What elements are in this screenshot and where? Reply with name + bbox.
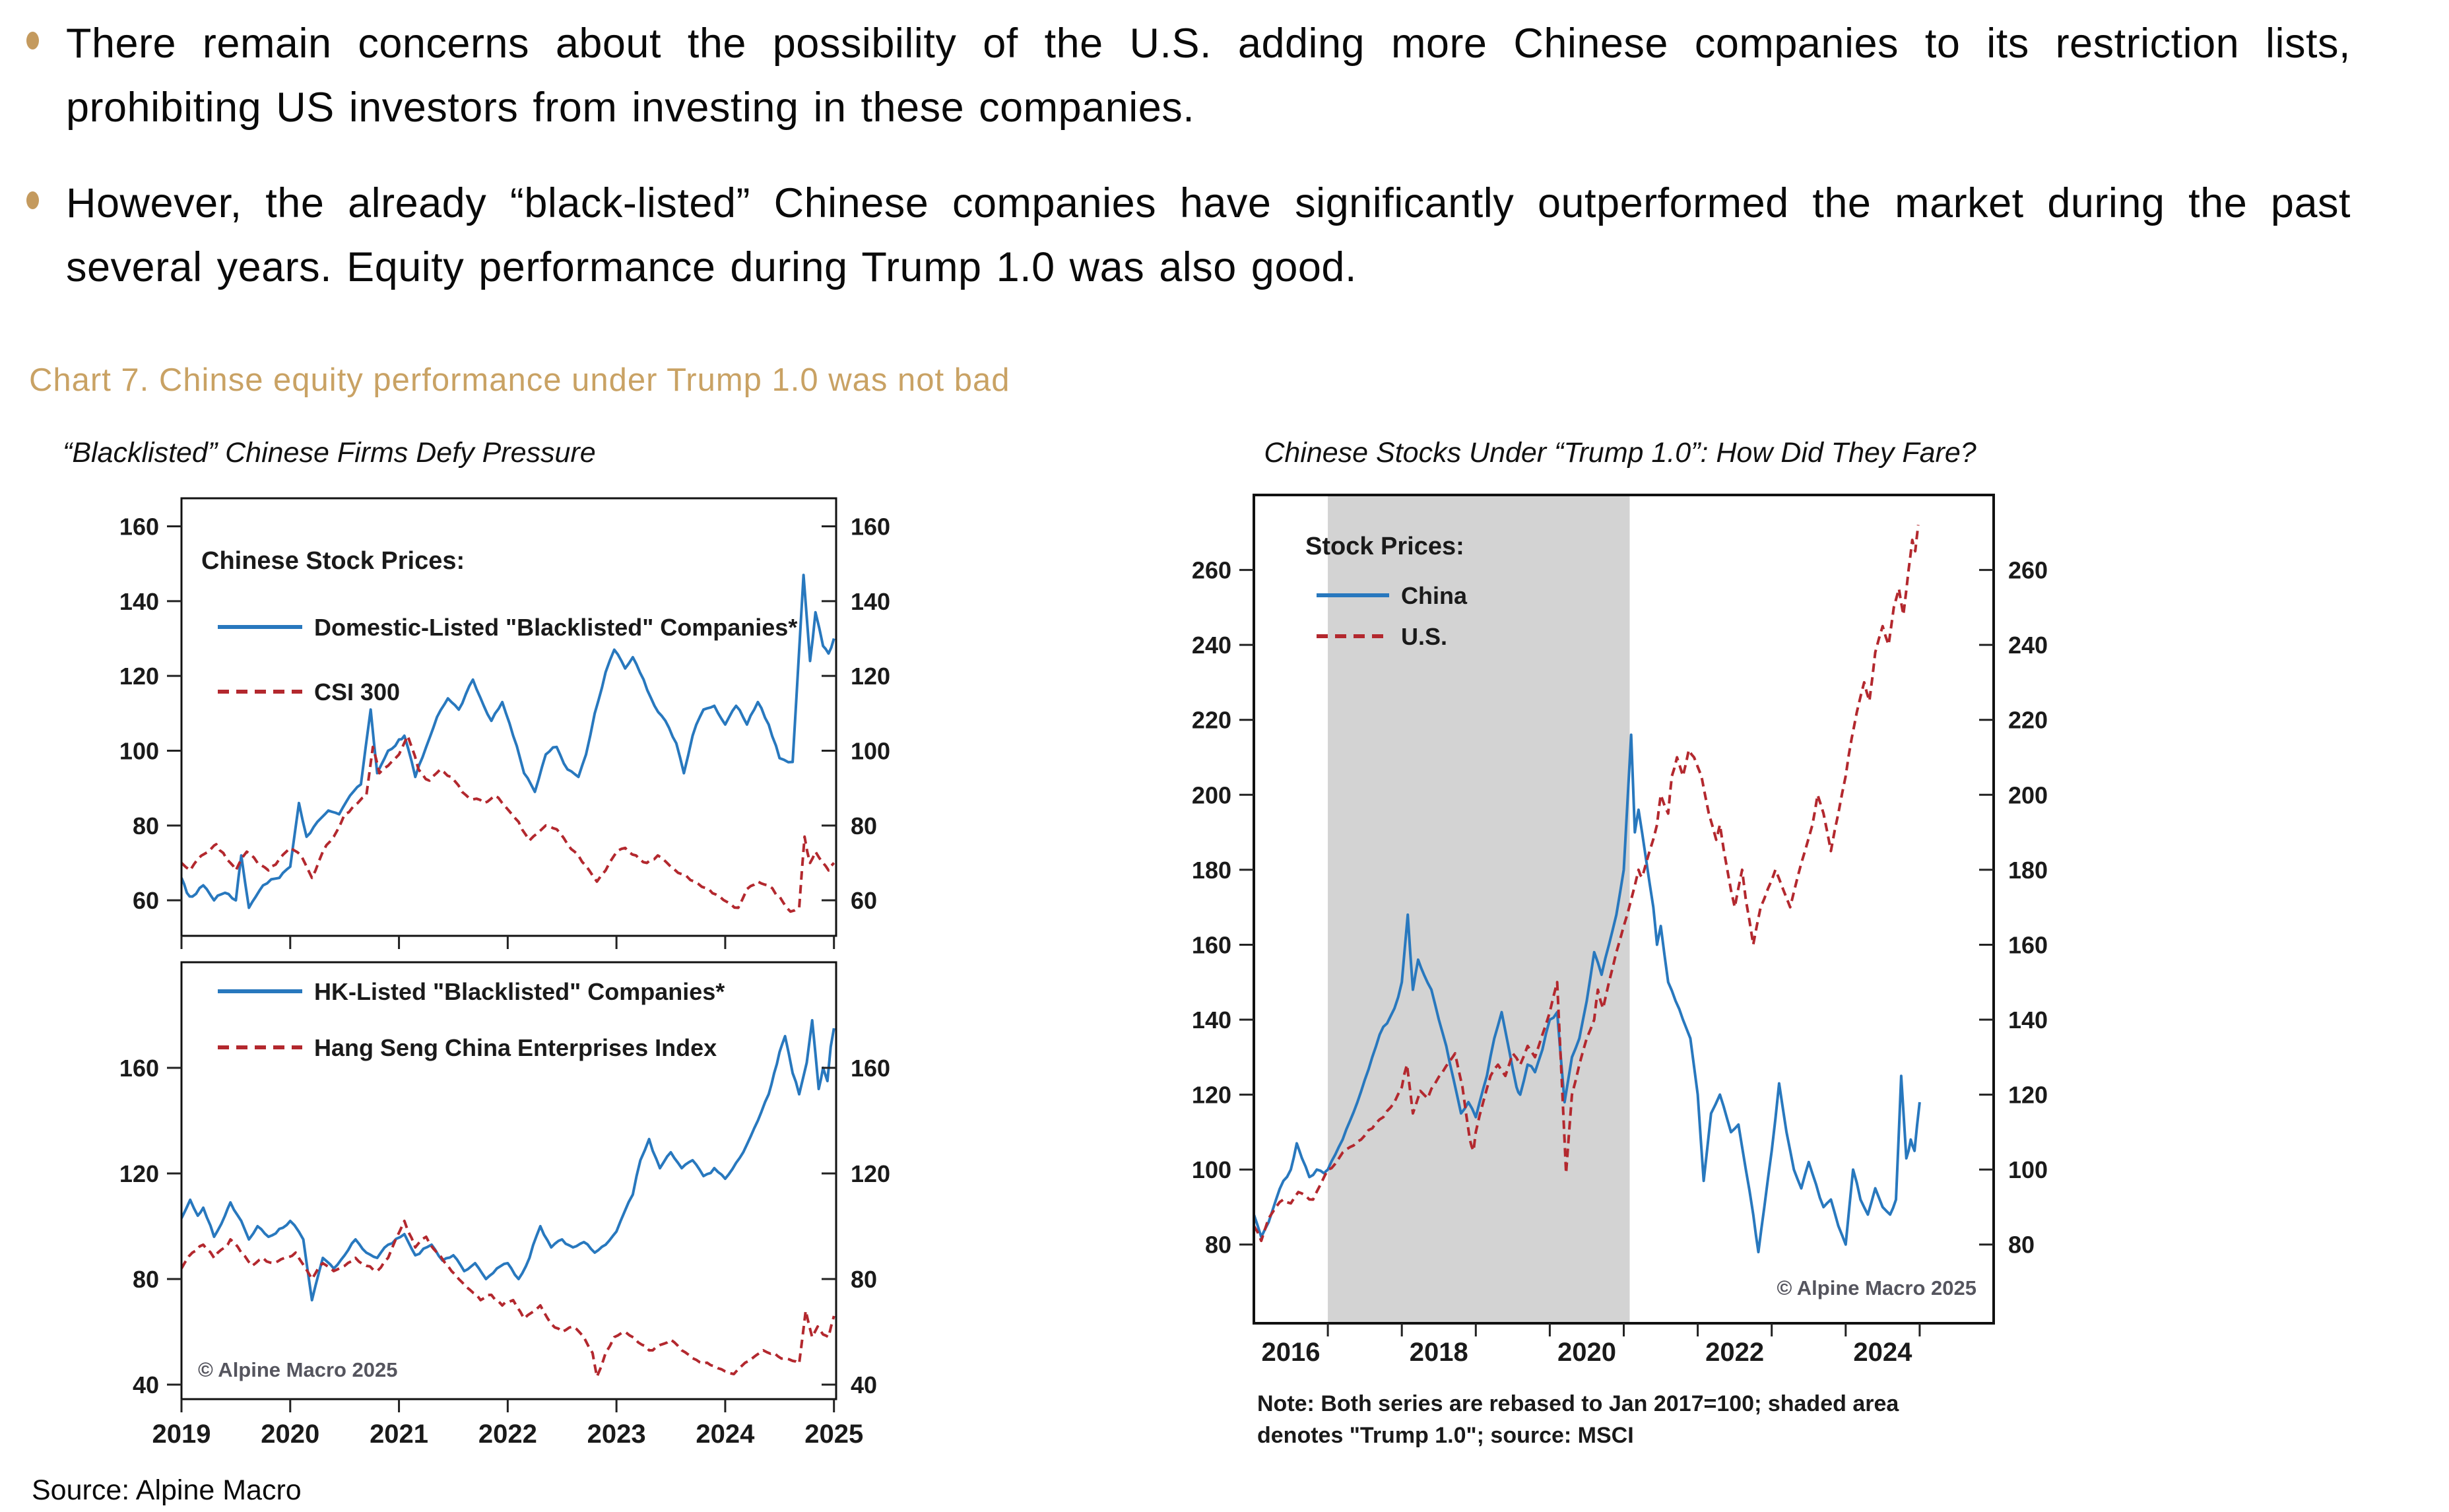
y-axis-label-left: 120 [119, 1160, 159, 1187]
x-axis-label: 2022 [478, 1420, 537, 1449]
trump-era-comparison-chart: 80 80 100 100 120 120 140 140 160 160 180 180 200 200… [1192, 494, 2048, 1367]
y-axis-label-left: 140 [119, 588, 159, 615]
legend-entry-label: U.S. [1401, 623, 1447, 650]
series-line-solid [181, 574, 835, 909]
left-chart-title: “Blacklisted” Chinese Firms Defy Pressur… [63, 437, 596, 469]
y-axis-label-left: 240 [1192, 632, 1231, 659]
x-axis-label: 2022 [1705, 1338, 1764, 1367]
y-axis-label-right: 240 [2008, 632, 2048, 659]
y-axis-label-left: 80 [133, 812, 159, 839]
bullet-paragraph-2: However, the already “black-listed” Chin… [66, 180, 2351, 290]
legend-entry-label: Domestic-Listed "Blacklisted" Companies* [314, 614, 797, 641]
x-axis-label: 2016 [1262, 1338, 1321, 1367]
series-line-solid [181, 1019, 835, 1301]
copyright-watermark: © Alpine Macro 2025 [198, 1358, 398, 1381]
y-axis-label-right: 60 [851, 887, 877, 914]
y-axis-label-right: 120 [2008, 1082, 2048, 1109]
y-axis-label-left: 160 [1192, 931, 1231, 958]
chart-section-title: Chart 7. Chinse equity performance under… [29, 362, 1010, 398]
y-axis-label-right: 180 [2008, 857, 2048, 884]
legend-title: Chinese Stock Prices: [201, 547, 465, 575]
legend-entry-label: HK-Listed "Blacklisted" Companies* [314, 978, 725, 1005]
copyright-watermark: © Alpine Macro 2025 [1777, 1276, 1976, 1299]
y-axis-label-left: 160 [119, 513, 159, 541]
y-axis-label-right: 160 [2008, 931, 2048, 958]
y-axis-label-left: 260 [1192, 557, 1231, 584]
plot-frame [180, 497, 837, 937]
series-line-dashed [181, 1220, 835, 1378]
x-axis-label: 2020 [1557, 1338, 1616, 1367]
series-line-solid [1254, 733, 1921, 1254]
x-axis-label: 2018 [1410, 1338, 1468, 1367]
y-axis-label-left: 60 [133, 887, 159, 914]
y-axis-label-right: 160 [851, 513, 890, 541]
legend-entry-label: CSI 300 [314, 678, 400, 706]
x-axis-label: 2020 [261, 1420, 319, 1449]
y-axis-label-left: 160 [119, 1055, 159, 1082]
y-axis-label-right: 220 [2008, 707, 2048, 734]
legend-entry-label: China [1401, 582, 1468, 609]
y-axis-label-left: 180 [1192, 857, 1231, 884]
source-line: Source: Alpine Macro [32, 1474, 302, 1506]
series-line-dashed [181, 734, 835, 913]
y-axis-label-right: 100 [2008, 1156, 2048, 1183]
y-axis-label-right: 100 [851, 738, 890, 765]
y-axis-label-right: 160 [851, 1055, 890, 1082]
y-axis-label-left: 200 [1192, 781, 1231, 808]
y-axis-label-right: 120 [851, 1160, 890, 1187]
right-chart-title: Chinese Stocks Under “Trump 1.0”: How Di… [1264, 437, 1976, 469]
x-axis-label: 2025 [804, 1420, 863, 1449]
legend-title: Stock Prices: [1305, 533, 1464, 560]
y-axis-label-right: 200 [2008, 781, 2048, 808]
blacklisted-firms-chart: 60 60 80 80 100 100 120 120 140 140 160 160 Chinese … [119, 497, 890, 1449]
chart-note-line-2: denotes "Trump 1.0"; source: MSCI [1257, 1423, 1634, 1448]
y-axis-label-right: 80 [851, 812, 877, 839]
y-axis-label-left: 140 [1192, 1006, 1231, 1034]
trump-1-0-shaded-band [1328, 495, 1630, 1323]
x-axis-label: 2021 [370, 1420, 428, 1449]
chart-note-line-1: Note: Both series are rebased to Jan 201… [1257, 1391, 1899, 1416]
y-axis-label-left: 220 [1192, 707, 1231, 734]
y-axis-label-left: 100 [119, 738, 159, 765]
y-axis-label-left: 80 [133, 1266, 159, 1293]
bullet-icon [26, 32, 39, 49]
y-axis-label-left: 120 [1192, 1082, 1231, 1109]
y-axis-label-left: 100 [1192, 1156, 1231, 1183]
x-axis-label: 2019 [152, 1420, 211, 1449]
y-axis-label-right: 140 [2008, 1006, 2048, 1034]
plot-frame [180, 961, 837, 1400]
y-axis-label-right: 140 [851, 588, 890, 615]
y-axis-label-right: 80 [851, 1266, 877, 1293]
x-axis-label: 2023 [587, 1420, 646, 1449]
y-axis-label-right: 120 [851, 663, 890, 690]
legend-entry-label: Hang Seng China Enterprises Index [314, 1034, 717, 1061]
x-axis-label: 2024 [1853, 1338, 1912, 1367]
y-axis-label-left: 80 [1205, 1232, 1231, 1259]
series-line-dashed [1254, 525, 1920, 1243]
y-axis-label-right: 80 [2008, 1232, 2035, 1259]
y-axis-label-left: 40 [133, 1371, 159, 1398]
bullet-paragraph-1: There remain concerns about the possibil… [66, 20, 2351, 131]
bullet-icon [26, 191, 39, 209]
y-axis-label-left: 120 [119, 663, 159, 690]
y-axis-label-right: 260 [2008, 557, 2048, 584]
x-axis-label: 2024 [696, 1420, 755, 1449]
y-axis-label-right: 40 [851, 1371, 877, 1398]
